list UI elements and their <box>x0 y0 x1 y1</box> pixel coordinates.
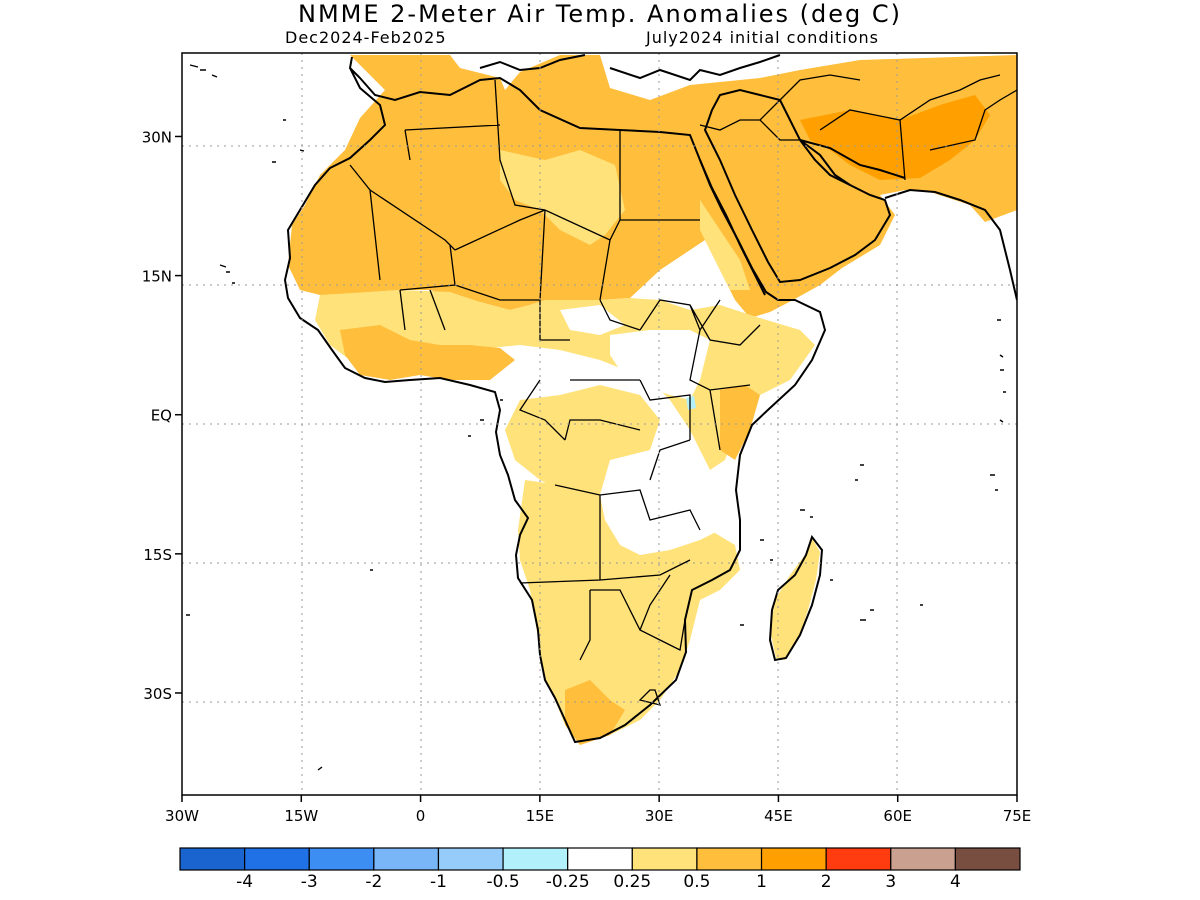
europe-coastline <box>479 54 781 82</box>
y-tick-label: 30N <box>142 128 172 146</box>
colorbar-label: -3 <box>301 872 318 892</box>
colorbar-label: 0.5 <box>683 872 710 892</box>
anomaly-region-guinea-orange <box>340 325 515 380</box>
colorbar-swatch <box>825 847 892 871</box>
y-tick-label: 15S <box>143 546 172 564</box>
longitude-axis: 30W 15W 0 15E 30E 45E 60E 75E <box>165 795 1031 825</box>
colorbar-swatch <box>954 847 1021 871</box>
colorbar-swatch <box>179 847 246 871</box>
anomaly-region-nile-neutral <box>560 305 625 335</box>
asia-coastline <box>884 188 1017 301</box>
colorbar-swatch <box>890 847 956 871</box>
x-tick-label: 60E <box>883 807 912 825</box>
map-title: NMME 2-Meter Air Temp. Anomalies (deg C) <box>297 0 902 28</box>
anomaly-region-north-africa <box>288 55 1017 318</box>
colorbar: -4 -3 -2 -1 -0.5 -0.25 0.25 0.5 1 2 3 4 <box>179 847 1021 892</box>
colorbar-label: 2 <box>821 872 832 892</box>
country-borders <box>349 74 1017 706</box>
anomaly-region-horn-orange <box>720 385 760 460</box>
coastlines <box>283 54 1017 744</box>
colorbar-swatch <box>308 847 375 871</box>
y-tick-label: EQ <box>151 407 172 425</box>
anomaly-region-mediterranean-pale <box>700 200 750 290</box>
africa-coastline <box>283 56 827 744</box>
colorbar-swatch <box>696 847 763 871</box>
colorbar-swatch <box>760 847 827 871</box>
colorbar-swatch <box>373 847 440 871</box>
x-tick-label: 15E <box>526 807 555 825</box>
colorbar-label: -4 <box>236 872 253 892</box>
latitude-axis: 30N 15N EQ 15S 30S <box>142 128 182 703</box>
red-sea-coastline <box>699 159 766 296</box>
colorbar-swatch <box>631 847 698 871</box>
colorbar-label: 4 <box>950 872 961 892</box>
colorbar-label: 0.25 <box>613 872 651 892</box>
colorbar-swatch <box>437 847 504 871</box>
anomaly-region-congo-neutral <box>600 450 730 555</box>
islands <box>186 64 1006 771</box>
anomaly-region-madagascar <box>770 538 820 660</box>
colorbar-swatch <box>567 847 633 871</box>
persian-gulf-coastline <box>799 139 906 186</box>
anomaly-region-south-africa-orange <box>565 680 625 745</box>
colorbar-swatch <box>244 847 310 871</box>
y-tick-label: 15N <box>142 268 172 286</box>
arabia-coastline <box>703 88 892 284</box>
map-frame <box>181 52 1018 796</box>
colorbar-label: 1 <box>756 872 767 892</box>
colorbar-label: -2 <box>365 872 382 892</box>
anomaly-region-southern-pale <box>518 480 740 745</box>
madagascar-coastline <box>768 534 824 662</box>
anomaly-region-east-africa-neutral <box>610 330 710 400</box>
initial-conditions: July2024 initial conditions <box>646 28 879 47</box>
colorbar-label: -0.25 <box>546 872 590 892</box>
graticule <box>182 53 1017 795</box>
colorbar-label: -0.5 <box>486 872 519 892</box>
colorbar-label: -1 <box>430 872 447 892</box>
forecast-period: Dec2024-Feb2025 <box>285 28 447 47</box>
anomaly-region-libya-pale <box>500 150 625 245</box>
colorbar-swatch <box>502 847 569 871</box>
x-tick-label: 30E <box>645 807 674 825</box>
y-tick-label: 30S <box>143 685 172 703</box>
x-tick-label: 15W <box>284 807 318 825</box>
x-tick-label: 30W <box>165 807 199 825</box>
x-tick-label: 0 <box>416 807 426 825</box>
colorbar-label: 3 <box>885 872 896 892</box>
x-tick-label: 45E <box>764 807 793 825</box>
x-tick-label: 75E <box>1003 807 1032 825</box>
anomaly-region-lake-victoria-cool <box>686 396 696 410</box>
